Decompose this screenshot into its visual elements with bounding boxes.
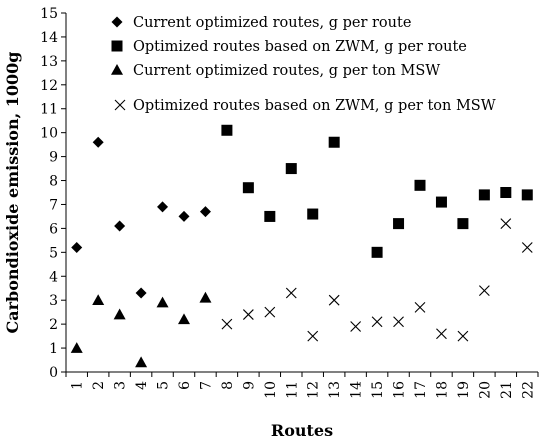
point-diamond [92,136,104,148]
x-tick-label: 16 [392,381,408,399]
legend: Current optimized routes, g per route Opt… [111,15,496,114]
x-tick-label: 13 [327,381,343,399]
y-tick-label: 7 [49,197,58,213]
x-tick-label: 6 [177,381,193,390]
point-diamond [178,210,190,222]
x-tick-label: 4 [134,381,150,390]
point-square [500,187,512,198]
y-tick-label: 11 [40,102,58,118]
point-square [371,246,383,258]
point-cross [328,294,340,306]
x-tick-label: 7 [198,381,214,390]
point-triangle [178,313,190,325]
legend-marker-diamond [111,16,123,28]
point-cross [478,285,490,297]
point-triangle [70,342,83,353]
point-cross [285,287,297,299]
x-tick-label: 11 [284,381,300,399]
point-diamond [199,206,211,218]
legend-label: Current optimized routes, g per route [133,15,411,31]
x-tick-label: 9 [241,381,257,390]
point-cross [414,301,426,313]
point-cross [393,316,404,328]
point-square [414,179,426,191]
x-tick-label: 3 [113,381,129,390]
point-square [478,189,490,201]
x-tick-label: 8 [220,381,236,390]
point-cross [436,328,447,340]
point-cross [221,318,233,330]
point-cross [500,218,512,230]
point-cross [307,330,319,342]
point-square [328,136,340,148]
y-tick-label: 4 [49,269,58,285]
y-tick-label: 0 [49,365,58,381]
y-tick-label: 14 [40,30,58,46]
legend-label: Current optimized routes, g per ton MSW [133,63,440,79]
point-diamond [71,242,83,254]
y-tick-label: 8 [49,174,58,190]
point-cross [242,309,254,320]
point-triangle [92,294,105,305]
point-cross [350,321,362,332]
y-tick-label: 12 [40,78,58,94]
legend-label: Optimized routes based on ZWM, g per ton… [133,98,496,114]
y-tick-label: 13 [40,54,58,70]
point-square [307,208,319,220]
x-tick-label: 1 [70,381,86,390]
x-tick-label: 14 [349,381,365,399]
y-tick-label: 1 [49,341,58,357]
point-triangle [156,296,169,308]
legend-marker-cross [114,99,126,111]
point-square [435,196,447,208]
point-cross [457,330,469,342]
x-tick-label: 18 [434,381,450,399]
y-tick-label: 5 [49,245,58,261]
point-square [242,182,254,194]
y-tick-label: 3 [49,293,58,309]
point-triangle [135,356,148,368]
data-points [70,124,533,368]
y-axis-title: Carbondioxide emission, 1000g [3,52,22,334]
legend-marker-square [111,40,123,52]
point-triangle [199,291,212,303]
x-tick-label: 20 [477,381,493,399]
x-axis-ticks: 1 2 3 4 5 6 7 8 9 10 11 12 13 14 15 16 17 18 19 20 21 22 [65,372,539,399]
x-tick-label: 15 [370,381,386,399]
y-tick-label: 10 [40,126,58,142]
x-tick-label: 5 [156,381,172,390]
y-tick-label: 2 [49,317,58,333]
point-cross [371,316,383,328]
point-cross [264,306,276,318]
point-square [457,218,469,230]
x-tick-label: 17 [413,381,429,399]
legend-label: Optimized routes based on ZWM, g per rou… [133,39,467,55]
y-tick-label: 9 [49,150,58,166]
x-tick-label: 19 [456,381,472,399]
x-axis-title: Routes [271,421,333,440]
point-cross [521,242,533,253]
point-square [393,218,405,230]
point-diamond [114,220,126,232]
y-tick-label: 15 [40,6,58,22]
point-triangle [113,308,126,320]
x-tick-label: 2 [91,381,107,390]
x-tick-label: 22 [520,381,536,399]
x-tick-label: 12 [306,381,322,399]
point-square [221,124,233,136]
point-square [521,189,533,201]
point-diamond [135,287,147,299]
y-tick-label: 6 [49,221,58,237]
x-tick-label: 10 [263,381,279,399]
point-square [285,163,297,175]
x-tick-label: 21 [499,381,515,399]
point-square [264,210,276,222]
point-diamond [157,201,169,213]
legend-marker-triangle [111,64,123,75]
